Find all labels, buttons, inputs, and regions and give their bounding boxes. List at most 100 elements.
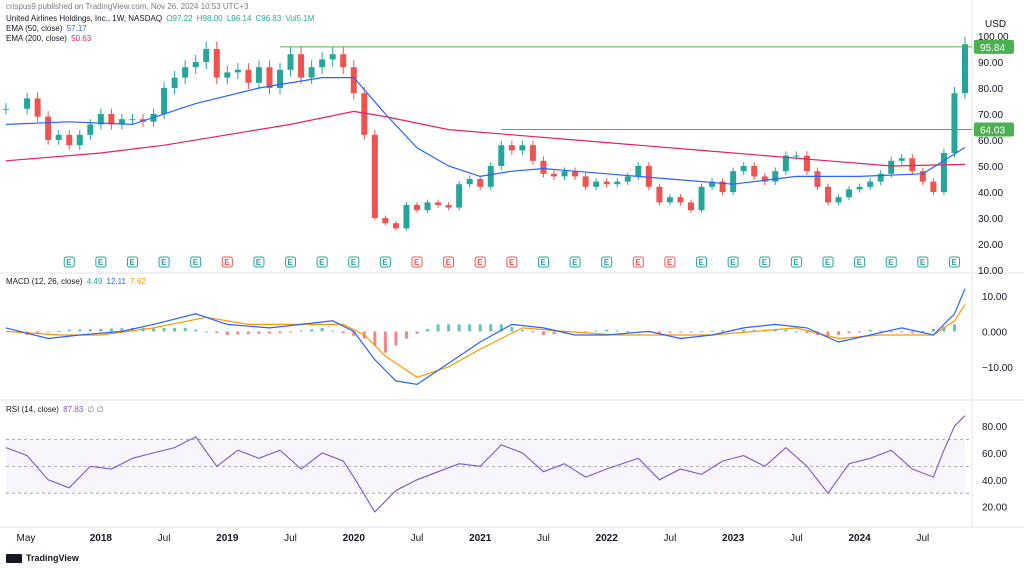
earnings-marker-label: E xyxy=(98,258,104,267)
candle xyxy=(255,67,262,83)
earnings-marker-label: E xyxy=(161,258,167,267)
candle xyxy=(456,184,463,208)
candle xyxy=(751,166,758,177)
volume: Vol5.1M xyxy=(285,14,315,23)
earnings-marker-label: E xyxy=(667,258,673,267)
macd-hist-bar xyxy=(510,327,514,332)
earnings-marker-label: E xyxy=(224,258,230,267)
earnings-marker xyxy=(411,256,423,268)
earnings-marker-label: E xyxy=(66,258,72,267)
ema200-legend: EMA (200, close) 50.63 xyxy=(6,34,91,43)
macd-hist-bar xyxy=(584,331,588,333)
earnings-marker-label: E xyxy=(129,258,135,267)
symbol-title: United Airlines Holdings, Inc., 1W, NASD… xyxy=(6,14,163,23)
candle xyxy=(424,202,431,211)
x-tick-label: Jul xyxy=(916,533,929,544)
currency-label: USD xyxy=(985,19,1007,30)
ema50-value: 57.17 xyxy=(66,24,87,33)
x-tick-label: Jul xyxy=(537,533,550,544)
macd-hist-bar xyxy=(858,331,862,333)
candle xyxy=(582,176,589,187)
x-tick-label: 2018 xyxy=(90,533,113,544)
grid xyxy=(0,0,1024,528)
candle xyxy=(919,171,926,182)
macd-hist-bar xyxy=(447,324,451,332)
macd-hist-bar xyxy=(88,329,92,332)
candle xyxy=(835,197,842,203)
candle xyxy=(487,166,494,187)
candle xyxy=(340,54,347,68)
macd-hist-bar xyxy=(626,331,630,333)
candle xyxy=(298,54,305,78)
x-tick-label: Jul xyxy=(664,533,677,544)
x-tick-label: Jul xyxy=(411,533,424,544)
candle xyxy=(361,93,368,135)
ema200-line xyxy=(5,110,966,167)
macd-hist-bar xyxy=(173,327,177,332)
candle xyxy=(666,197,673,203)
macd-hist-bar xyxy=(373,331,377,346)
candle xyxy=(846,189,853,198)
candle xyxy=(877,173,884,182)
candle xyxy=(466,179,473,185)
earnings-marker xyxy=(126,256,138,268)
earnings-marker xyxy=(601,256,613,268)
macd-hist-bar xyxy=(468,324,472,332)
earnings-marker-label: E xyxy=(319,258,325,267)
candle xyxy=(772,171,779,182)
macd-hist-bar xyxy=(36,331,40,334)
candle xyxy=(508,145,515,151)
price-tick-label: 60.00 xyxy=(978,136,1003,147)
earnings-marker xyxy=(632,256,644,268)
macd-hist-bar xyxy=(826,331,830,337)
candle xyxy=(688,202,694,211)
ema50-line xyxy=(5,76,966,185)
rsi-label: RSI (14, close) xyxy=(6,405,59,414)
macd-hist-bar xyxy=(742,329,746,332)
candle xyxy=(3,108,9,110)
macd-hist-bar xyxy=(784,329,788,332)
candle xyxy=(171,77,178,88)
candle xyxy=(603,181,610,185)
candle xyxy=(129,119,136,121)
candle xyxy=(930,181,937,192)
earnings-marker-label: E xyxy=(414,258,420,267)
macd-signal-line xyxy=(5,304,966,378)
earnings-marker xyxy=(727,256,739,268)
candle xyxy=(76,134,83,146)
candle xyxy=(730,171,737,192)
macd-hist-bar xyxy=(457,324,461,332)
earnings-marker-label: E xyxy=(193,258,199,267)
earnings-marker xyxy=(885,256,897,268)
ohlc-high: H98.00 xyxy=(196,14,223,23)
earnings-marker xyxy=(537,256,549,268)
macd-hist-bar xyxy=(910,331,914,334)
earnings-marker-label: E xyxy=(351,258,357,267)
level-price-tag xyxy=(974,122,1014,137)
macd-hist-bar xyxy=(194,329,198,332)
earnings-marker-label: E xyxy=(572,258,578,267)
earnings-marker xyxy=(569,256,581,268)
earnings-marker xyxy=(443,256,455,268)
earnings-marker-label: E xyxy=(793,258,799,267)
macd-line xyxy=(5,288,966,386)
macd-hist-value: 4.49 xyxy=(86,277,103,286)
price-tick-label: 70.00 xyxy=(978,110,1003,121)
macd-hist-bar xyxy=(383,331,387,353)
candle xyxy=(856,186,863,190)
candle xyxy=(793,155,800,157)
macd-hist-bar xyxy=(67,329,71,332)
earnings-marker-label: E xyxy=(256,258,262,267)
candle xyxy=(656,186,663,203)
x-tick-label: 2023 xyxy=(722,533,745,544)
candle xyxy=(277,69,283,88)
ema50-label: EMA (50, close) xyxy=(6,24,63,33)
main-legend: United Airlines Holdings, Inc., 1W, NASD… xyxy=(6,14,314,23)
earnings-marker xyxy=(696,256,708,268)
x-tick-label: 2021 xyxy=(469,533,492,544)
tradingview-logo[interactable]: TradingView xyxy=(6,553,79,563)
ema200-label: EMA (200, close) xyxy=(6,34,67,43)
macd-label: MACD (12, 26, close) xyxy=(6,277,83,286)
candle xyxy=(382,218,389,224)
earnings-marker xyxy=(379,256,391,268)
